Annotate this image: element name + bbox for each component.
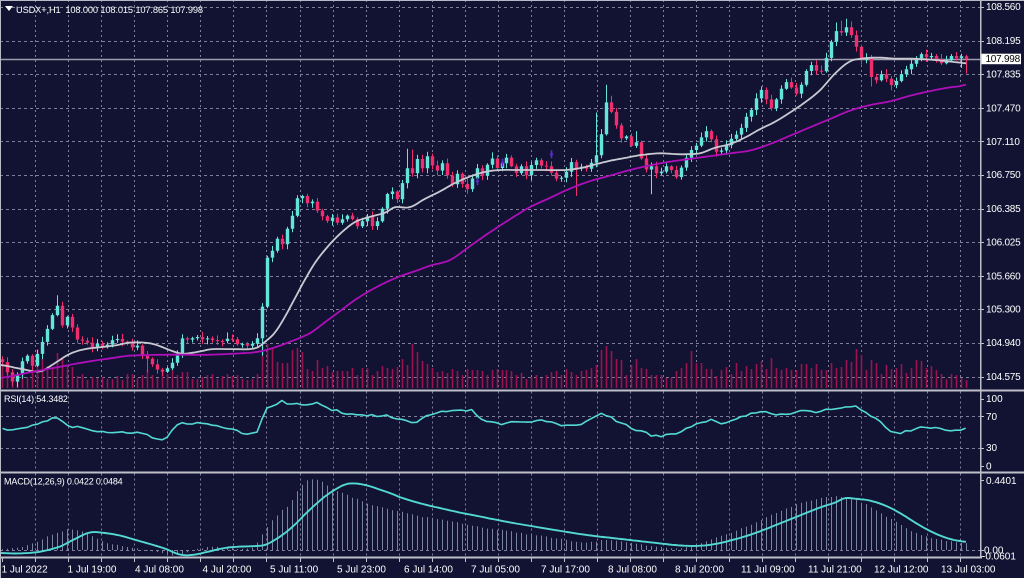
svg-text:6 Jul 14:00: 6 Jul 14:00: [404, 565, 453, 576]
svg-text:108.195: 108.195: [986, 36, 1021, 47]
svg-text:70: 70: [986, 412, 998, 423]
svg-text:7 Jul 05:00: 7 Jul 05:00: [471, 565, 520, 576]
svg-text:USDX+,H1 108.000 108.015 107.: USDX+,H1 108.000 108.015 107.865 107.998: [16, 5, 203, 15]
svg-text:106.385: 106.385: [986, 204, 1021, 215]
svg-text:1 Jul 2022: 1 Jul 2022: [2, 565, 49, 576]
svg-text:107.998: 107.998: [986, 54, 1021, 65]
svg-text:0: 0: [986, 461, 992, 472]
svg-text:0.4401: 0.4401: [986, 476, 1017, 487]
svg-text:MACD(12,26,9) 0.0422 0.0484: MACD(12,26,9) 0.0422 0.0484: [4, 477, 123, 487]
svg-text:104.940: 104.940: [986, 338, 1021, 349]
svg-text:-0.0601: -0.0601: [982, 551, 1016, 562]
svg-text:13 Jul 03:00: 13 Jul 03:00: [941, 565, 996, 576]
svg-text:11 Jul 21:00: 11 Jul 21:00: [808, 565, 862, 576]
svg-text:4 Jul 20:00: 4 Jul 20:00: [203, 565, 252, 576]
svg-text:30: 30: [986, 443, 998, 454]
svg-text:105.660: 105.660: [986, 271, 1021, 282]
svg-text:106.025: 106.025: [986, 237, 1021, 248]
svg-text:107.470: 107.470: [986, 103, 1021, 114]
svg-text:5 Jul 11:00: 5 Jul 11:00: [270, 565, 319, 576]
svg-text:107.835: 107.835: [986, 69, 1021, 80]
svg-text:106.750: 106.750: [986, 170, 1021, 181]
svg-text:11 Jul 09:00: 11 Jul 09:00: [741, 565, 795, 576]
svg-text:108.560: 108.560: [986, 2, 1021, 13]
svg-text:1 Jul 19:00: 1 Jul 19:00: [68, 565, 117, 576]
svg-text:100: 100: [986, 394, 1003, 405]
svg-text:104.575: 104.575: [986, 372, 1021, 383]
svg-text:4 Jul 08:00: 4 Jul 08:00: [135, 565, 184, 576]
svg-text:105.300: 105.300: [986, 305, 1021, 316]
svg-text:0.00: 0.00: [984, 546, 1004, 557]
svg-text:12 Jul 12:00: 12 Jul 12:00: [874, 565, 929, 576]
svg-text:8 Jul 08:00: 8 Jul 08:00: [608, 565, 657, 576]
svg-text:107.110: 107.110: [986, 137, 1020, 148]
svg-text:RSI(14) 54.3482: RSI(14) 54.3482: [4, 394, 68, 404]
svg-text:5 Jul 23:00: 5 Jul 23:00: [337, 565, 386, 576]
svg-text:7 Jul 17:00: 7 Jul 17:00: [541, 565, 590, 576]
svg-text:8 Jul 20:00: 8 Jul 20:00: [675, 565, 724, 576]
